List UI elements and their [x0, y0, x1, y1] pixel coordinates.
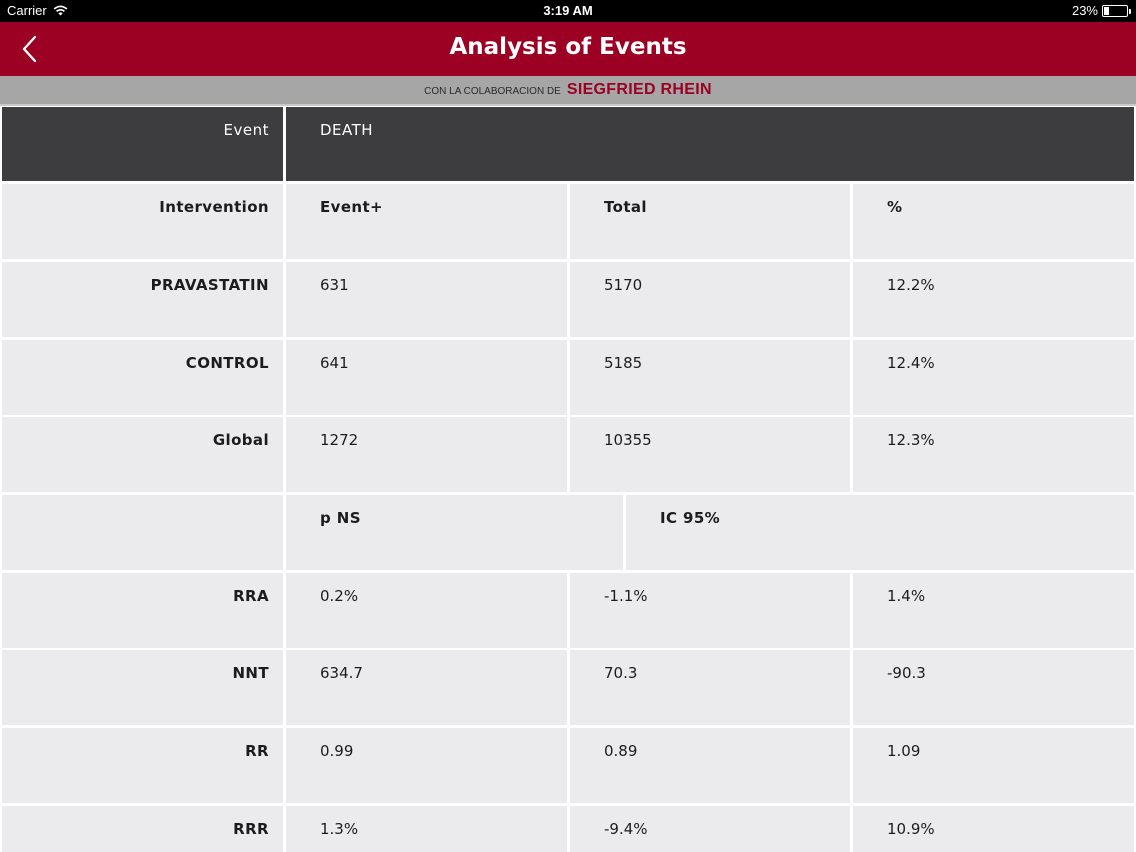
wifi-icon: [53, 5, 68, 16]
cell-value: 12.4%: [853, 340, 1134, 415]
cell-value: 641: [286, 340, 567, 415]
cell-value: 70.3: [570, 650, 850, 725]
row-label-control: CONTROL: [2, 340, 283, 415]
cell-value: 0.2%: [286, 573, 567, 648]
status-bar: Carrier 3:19 AM 23%: [0, 0, 1136, 22]
stats-header-label: [2, 495, 283, 570]
battery-percent: 23%: [1071, 3, 1098, 18]
col-header-ic95: IC 95%: [626, 495, 1134, 570]
col-header-p: p NS: [286, 495, 623, 570]
cell-value: 1.3%: [286, 806, 567, 852]
nav-bar: Analysis of Events: [0, 22, 1136, 76]
cell-value: 10355: [570, 417, 850, 492]
cell-value: 5170: [570, 262, 850, 337]
row-label-rra: RRA: [2, 573, 283, 648]
status-left: Carrier: [7, 3, 68, 18]
status-time: 3:19 AM: [543, 3, 593, 18]
intervention-header: Intervention: [2, 184, 283, 259]
cell-value: -9.4%: [570, 806, 850, 852]
status-right: 23%: [1071, 3, 1131, 18]
cell-value: 0.89: [570, 728, 850, 803]
cell-value: -1.1%: [570, 573, 850, 648]
row-label-nnt: NNT: [2, 650, 283, 725]
event-label: Event: [2, 107, 283, 181]
results-table: Event DEATH Intervention Event+ Total % …: [0, 106, 1136, 852]
chevron-left-icon: [22, 35, 37, 63]
cell-value: 634.7: [286, 650, 567, 725]
cell-value: 12.2%: [853, 262, 1134, 337]
cell-value: 0.99: [286, 728, 567, 803]
page-title: Analysis of Events: [449, 34, 687, 60]
cell-value: 1.4%: [853, 573, 1134, 648]
sponsor-brand-logo: SIEGFRIED RHEIN: [566, 81, 712, 98]
row-label-pravastatin: PRAVASTATIN: [2, 262, 283, 337]
sponsor-banner: CON LA COLABORACION DE SIEGFRIED RHEIN: [0, 76, 1136, 106]
row-label-global: Global: [2, 417, 283, 492]
cell-value: 5185: [570, 340, 850, 415]
cell-value: 10.9%: [853, 806, 1134, 852]
battery-level: [1104, 6, 1109, 15]
cell-value: 12.3%: [853, 417, 1134, 492]
back-button[interactable]: [14, 34, 44, 64]
col-header-events: Event+: [286, 184, 567, 259]
battery-icon: [1102, 4, 1131, 17]
col-header-percent: %: [853, 184, 1134, 259]
row-label-rr: RR: [2, 728, 283, 803]
cell-value: 1.09: [853, 728, 1134, 803]
cell-value: -90.3: [853, 650, 1134, 725]
cell-value: 1272: [286, 417, 567, 492]
col-header-total: Total: [570, 184, 850, 259]
sponsor-prefix: CON LA COLABORACION DE: [424, 86, 561, 97]
row-label-rrr: RRR: [2, 806, 283, 852]
carrier-label: Carrier: [7, 3, 47, 18]
event-value: DEATH: [286, 107, 1134, 181]
cell-value: 631: [286, 262, 567, 337]
